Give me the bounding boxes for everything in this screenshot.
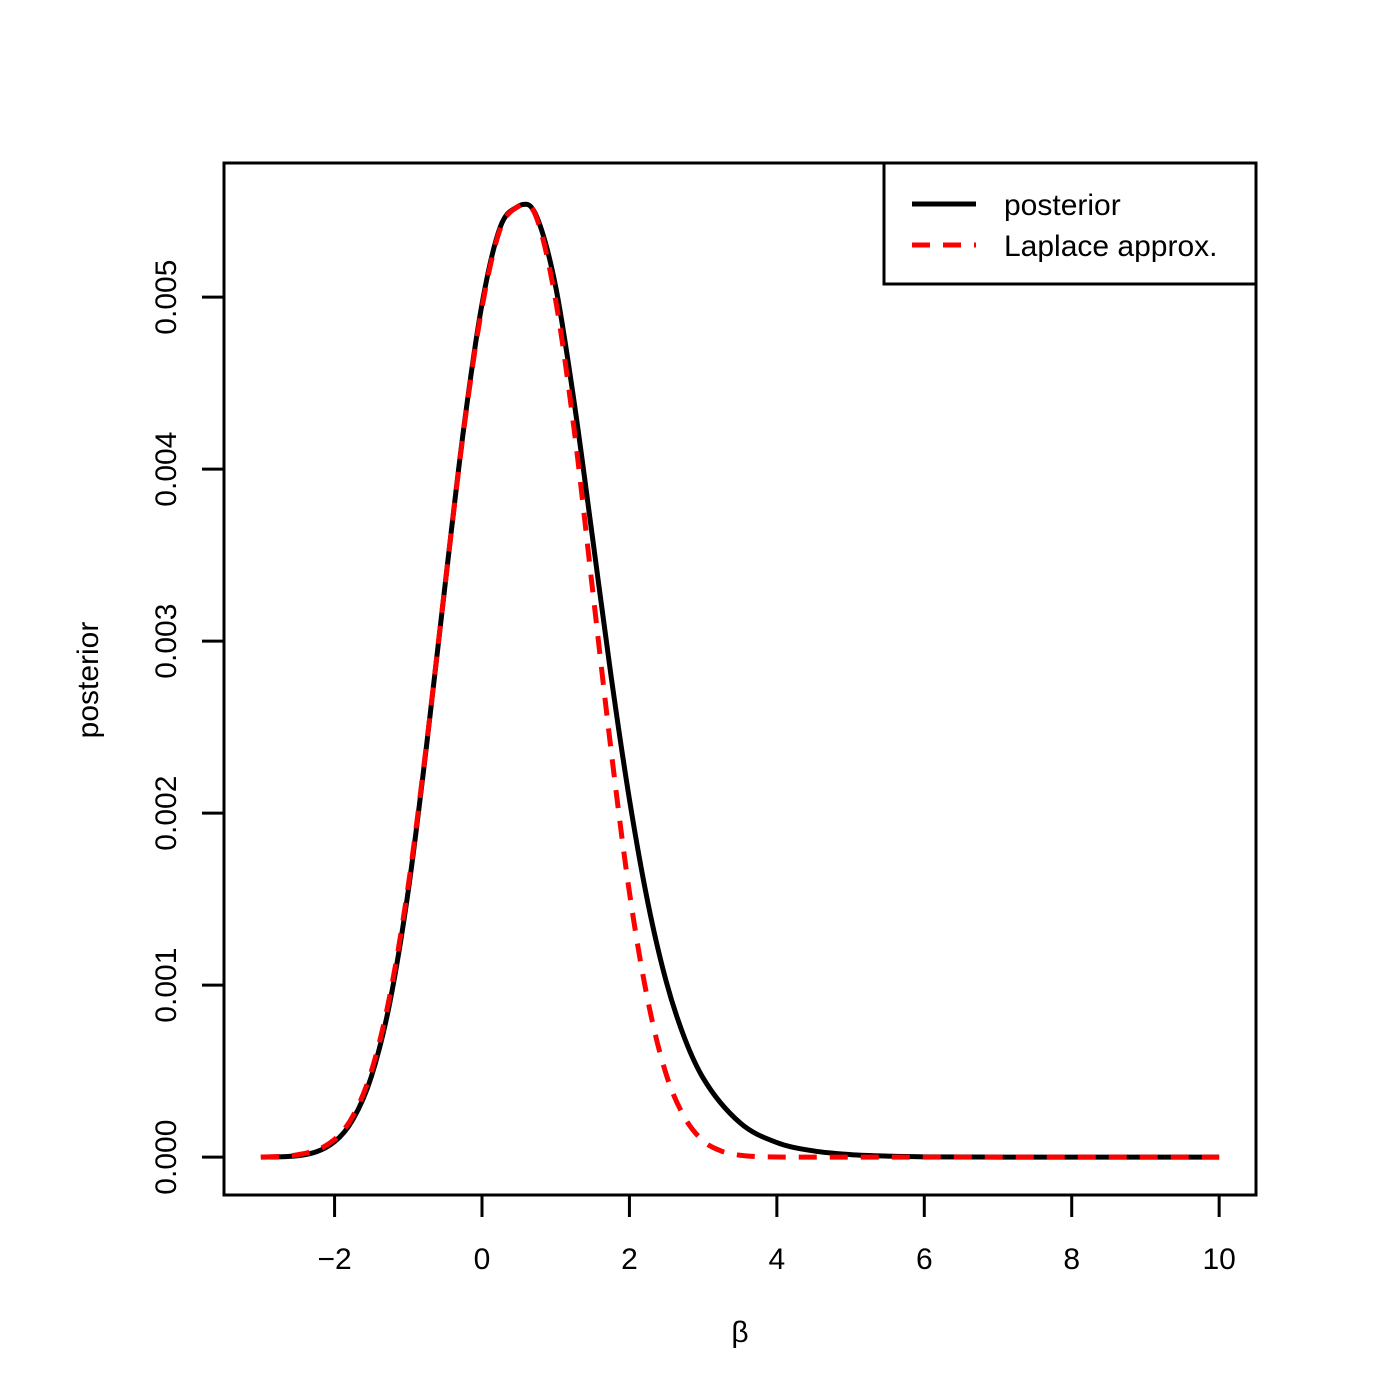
x-tick-label: 6 [916, 1243, 933, 1276]
y-tick-label: 0.004 [150, 432, 183, 507]
series-layer [260, 201, 1220, 1160]
y-tick-label: 0.002 [150, 776, 183, 851]
y-axis-title: posterior [72, 622, 105, 739]
legend-label-laplace-approx: Laplace approx. [1004, 230, 1218, 263]
x-axis: −2 0 2 4 6 8 10 [317, 1193, 1236, 1276]
x-tick-label: 0 [474, 1243, 491, 1276]
series-line-laplace-approx [260, 201, 1220, 1160]
x-tick-label: −2 [317, 1243, 351, 1276]
series-line-posterior [260, 201, 1220, 1160]
legend-box [882, 161, 1258, 286]
y-tick-label: 0.003 [150, 604, 183, 679]
x-tick-label: 2 [621, 1243, 638, 1276]
x-tick-label: 8 [1063, 1243, 1080, 1276]
x-axis-title: β [731, 1316, 748, 1349]
legend-label-posterior: posterior [1004, 189, 1121, 222]
x-tick-label: 10 [1202, 1243, 1235, 1276]
y-tick-label: 0.005 [150, 260, 183, 335]
legend: posterior Laplace approx. [882, 161, 1258, 286]
y-tick-label: 0.001 [150, 948, 183, 1023]
y-axis: 0.000 0.001 0.002 0.003 0.004 0.005 [150, 260, 226, 1195]
x-tick-label: 4 [769, 1243, 786, 1276]
y-tick-label: 0.000 [150, 1120, 183, 1195]
